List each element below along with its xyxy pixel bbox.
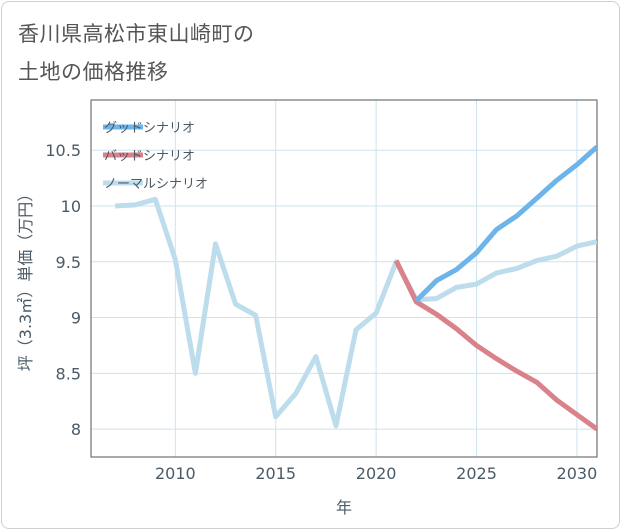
y-tick-label: 10.5 xyxy=(45,141,81,160)
x-tick-label: 2010 xyxy=(155,464,196,483)
chart-title-line-1: 香川県高松市東山崎町の xyxy=(18,22,255,46)
chart-title-line-2: 土地の価格推移 xyxy=(18,60,169,84)
y-tick-label: 9.5 xyxy=(56,253,81,272)
x-tick-label: 2020 xyxy=(356,464,397,483)
x-axis-label: 年 xyxy=(336,498,352,517)
legend-label: バッドシナリオ xyxy=(104,149,195,164)
series-line-2 xyxy=(114,196,597,429)
legend-label: ノーマルシナリオ xyxy=(104,177,208,192)
x-tick-label: 2015 xyxy=(255,464,296,483)
series-lines xyxy=(114,145,597,432)
y-tick-label: 10 xyxy=(61,197,81,216)
grid xyxy=(91,100,597,457)
y-tick-label: 8 xyxy=(71,420,81,439)
legend-label: グッドシナリオ xyxy=(104,121,195,136)
x-tick-label: 2025 xyxy=(456,464,497,483)
series-line-1 xyxy=(393,259,597,432)
y-tick-label: 9 xyxy=(71,309,81,328)
tick-labels: 2010 2015 2020 2025 2030 8 8.5 9 9.5 10 10.5 xyxy=(45,141,597,483)
x-tick-label: 2030 xyxy=(557,464,598,483)
y-tick-label: 8.5 xyxy=(56,364,81,383)
series-line-0 xyxy=(414,145,597,303)
plot-frame xyxy=(90,99,598,458)
y-axis-label: 坪（3.3㎡）単価（万円） xyxy=(16,186,35,371)
